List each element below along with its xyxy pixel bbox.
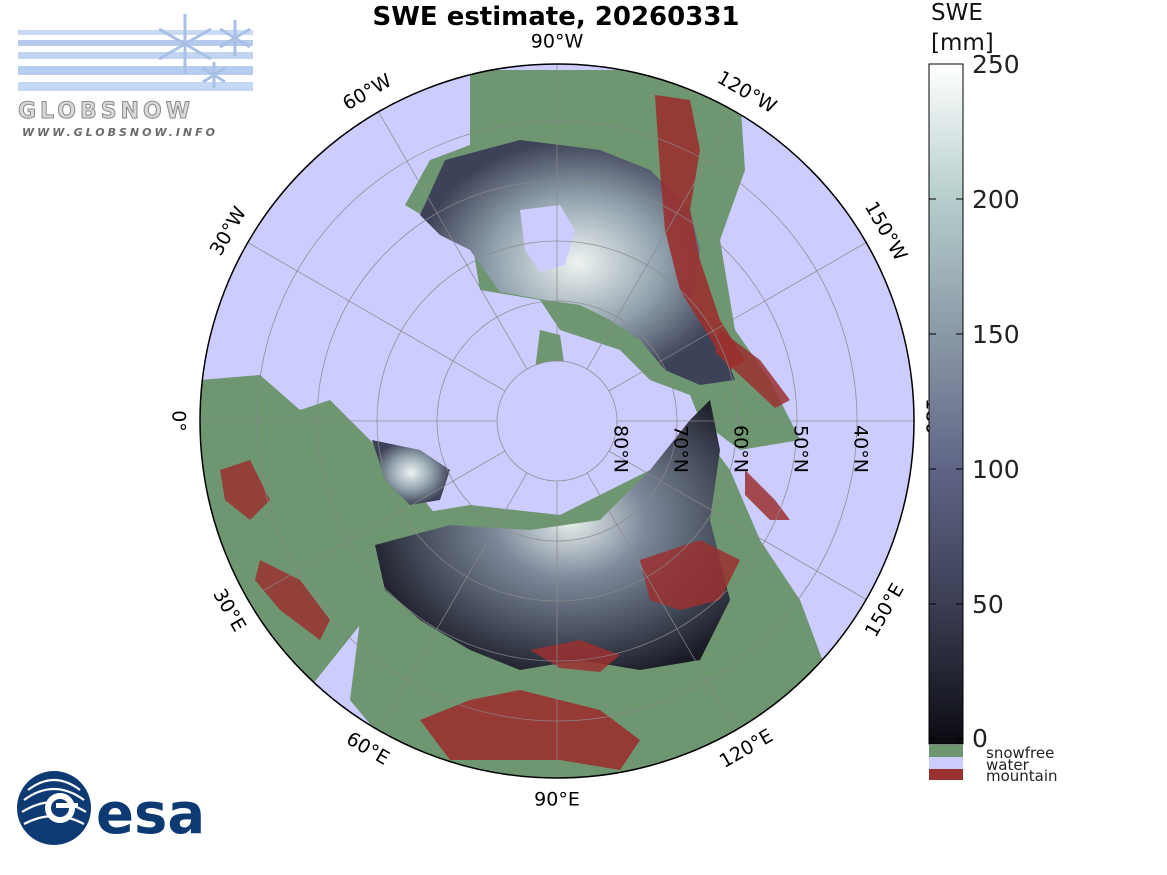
colorbar-tick: 250 <box>972 50 1020 79</box>
legend-label-mountain: mountain <box>986 767 1058 785</box>
esa-wordmark: esa <box>96 782 205 847</box>
snowflake-icon <box>158 14 251 88</box>
legend-label-water: water <box>986 756 1029 774</box>
colorbar-tick: 200 <box>972 185 1020 214</box>
colorbar-title-line1: SWE <box>931 0 983 26</box>
arctic-ocean <box>497 361 617 481</box>
meridian-line <box>378 472 528 731</box>
colorbar-tick: 50 <box>972 590 1004 619</box>
latitude-label: 40°N <box>850 425 872 473</box>
iberia-mountain <box>220 460 270 520</box>
central-asia-mountain <box>530 640 620 672</box>
latitude-label: 60°N <box>730 425 752 473</box>
longitude-label: 90°E <box>534 789 580 811</box>
map-title: SWE estimate, 20260331 <box>372 2 740 32</box>
hudson-bay <box>520 205 575 272</box>
globsnow-wordmark: GLOBSNOW <box>18 99 194 124</box>
meridian-line <box>378 111 528 370</box>
meridian-line <box>608 242 867 392</box>
colorbar <box>928 63 964 780</box>
latitude-label: 80°N <box>610 425 632 473</box>
map-boundary <box>199 63 915 779</box>
longitude-label: 90°W <box>531 31 584 53</box>
longitude-label: 0° <box>168 410 190 432</box>
eurasia-snow <box>375 400 730 670</box>
graticule <box>200 64 914 778</box>
himalaya-mountain <box>420 690 640 770</box>
meridian-line <box>247 242 506 392</box>
north-america-snow <box>420 140 735 385</box>
legend-label-snowfree: snowfree <box>986 744 1055 762</box>
colorbar-tick: 100 <box>972 455 1020 484</box>
meridian-line <box>247 450 506 600</box>
meridian-line <box>608 450 867 600</box>
colorbar-tick: 150 <box>972 320 1020 349</box>
latitude-labels: 80°N 70°N 60°N 50°N 40°N <box>610 425 872 473</box>
globsnow-logo: GLOBSNOW <box>18 14 253 125</box>
east-asia-mountain <box>640 540 740 610</box>
alaska-mountain <box>715 330 790 408</box>
latitude-label: 50°N <box>790 425 812 473</box>
meridian-line <box>586 472 736 731</box>
legend-swatch-mountain <box>929 769 963 780</box>
globsnow-url: WWW.GLOBSNOW.INFO <box>22 126 219 139</box>
latitude-label: 70°N <box>670 425 692 473</box>
map-disc <box>200 64 914 778</box>
esa-logo: esa <box>17 771 205 847</box>
legend-swatch-water <box>929 757 963 769</box>
colorbar-title-line2: [mm] <box>931 30 994 56</box>
meridian-line <box>586 111 736 370</box>
japan-kamchatka <box>745 470 790 520</box>
colorbar-gradient <box>928 63 964 745</box>
scandinavia-snow <box>372 440 450 505</box>
legend-swatch-snowfree <box>929 745 963 757</box>
colorbar-tick: 0 <box>972 724 988 753</box>
rockies-mountain <box>655 95 745 370</box>
europe-mountain <box>255 560 330 640</box>
